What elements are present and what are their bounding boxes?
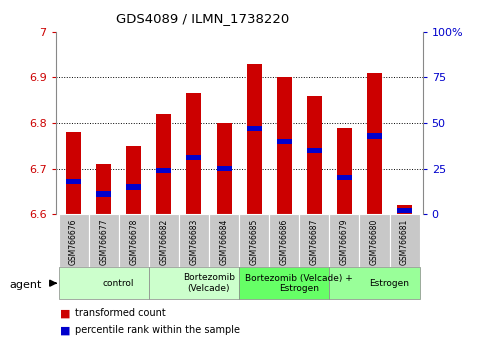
Text: Bortezomib (Velcade) +
Estrogen: Bortezomib (Velcade) + Estrogen bbox=[245, 274, 353, 293]
Text: Bortezomib
(Velcade): Bortezomib (Velcade) bbox=[183, 274, 235, 293]
Text: GSM766677: GSM766677 bbox=[99, 218, 108, 265]
Bar bbox=[307, 148, 322, 153]
Text: GSM766682: GSM766682 bbox=[159, 218, 169, 265]
Text: ■: ■ bbox=[60, 308, 71, 318]
Text: GSM766685: GSM766685 bbox=[250, 218, 258, 265]
Bar bbox=[367, 73, 382, 214]
Text: GDS4089 / ILMN_1738220: GDS4089 / ILMN_1738220 bbox=[116, 12, 289, 25]
Bar bbox=[337, 127, 352, 214]
Bar bbox=[216, 123, 231, 214]
Bar bbox=[156, 168, 171, 173]
Text: control: control bbox=[103, 279, 134, 288]
Bar bbox=[209, 214, 239, 267]
Bar bbox=[66, 132, 81, 214]
Bar bbox=[179, 214, 209, 267]
Text: GSM766684: GSM766684 bbox=[220, 218, 228, 265]
Bar bbox=[186, 155, 201, 160]
Bar bbox=[66, 179, 81, 184]
Bar bbox=[247, 126, 262, 131]
Bar bbox=[359, 214, 389, 267]
Text: GSM766678: GSM766678 bbox=[129, 218, 138, 265]
Bar bbox=[389, 214, 420, 267]
Bar bbox=[247, 64, 262, 214]
Text: ■: ■ bbox=[60, 325, 71, 335]
Text: percentile rank within the sample: percentile rank within the sample bbox=[75, 325, 240, 335]
Bar bbox=[329, 267, 420, 299]
Bar bbox=[367, 133, 382, 138]
Bar bbox=[119, 214, 149, 267]
Bar bbox=[397, 205, 412, 214]
Bar bbox=[58, 214, 89, 267]
Bar bbox=[96, 164, 111, 214]
Text: GSM766680: GSM766680 bbox=[370, 218, 379, 265]
Text: GSM766681: GSM766681 bbox=[400, 218, 409, 265]
Bar bbox=[397, 208, 412, 213]
Bar bbox=[186, 93, 201, 214]
Text: Estrogen: Estrogen bbox=[369, 279, 410, 288]
Bar bbox=[58, 267, 149, 299]
Text: GSM766687: GSM766687 bbox=[310, 218, 319, 265]
Text: GSM766679: GSM766679 bbox=[340, 218, 349, 265]
Bar bbox=[329, 214, 359, 267]
Bar bbox=[299, 214, 329, 267]
Bar bbox=[149, 214, 179, 267]
Bar bbox=[96, 192, 111, 197]
Bar bbox=[277, 78, 292, 214]
Bar bbox=[307, 96, 322, 214]
Bar bbox=[126, 146, 142, 214]
Bar bbox=[277, 138, 292, 144]
Bar bbox=[269, 214, 299, 267]
Bar bbox=[216, 166, 231, 171]
Text: GSM766686: GSM766686 bbox=[280, 218, 289, 265]
Bar bbox=[239, 214, 269, 267]
Bar bbox=[126, 184, 142, 189]
Bar bbox=[156, 114, 171, 214]
Text: GSM766676: GSM766676 bbox=[69, 218, 78, 265]
Text: GSM766683: GSM766683 bbox=[189, 218, 199, 265]
Text: agent: agent bbox=[10, 280, 42, 290]
Bar bbox=[337, 175, 352, 181]
Bar bbox=[149, 267, 239, 299]
Bar bbox=[89, 214, 119, 267]
Bar bbox=[239, 267, 329, 299]
Text: transformed count: transformed count bbox=[75, 308, 166, 318]
